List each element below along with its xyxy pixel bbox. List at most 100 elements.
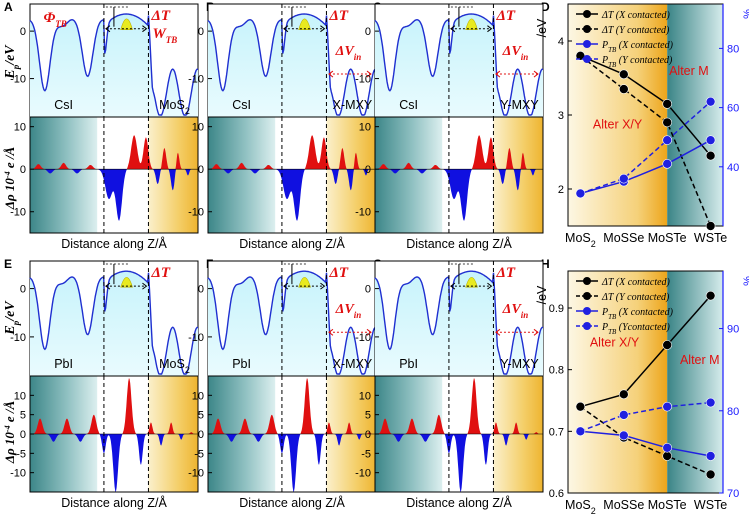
arrow-head	[533, 70, 539, 78]
series-line	[580, 101, 712, 195]
material-right-label: Y-MXY	[500, 357, 539, 371]
legend-marker	[583, 277, 591, 285]
w-tb-label: WTB	[152, 26, 177, 45]
ytick-label: 0	[365, 164, 371, 176]
charge-accumulation	[30, 135, 198, 170]
data-point	[575, 401, 586, 412]
data-point	[662, 442, 673, 453]
energy-profile-plot: 0 -10 CsI X-MXY ΔT ΔVin	[188, 3, 377, 118]
material-left-label: CsI	[399, 98, 418, 112]
ytick-label: -10	[10, 468, 26, 480]
alter-m-region	[667, 271, 723, 493]
arrow-head	[142, 282, 148, 290]
phi-sub: TB	[55, 19, 67, 29]
series-line	[580, 401, 711, 433]
material-right-label: X-MXY	[333, 357, 373, 371]
ytick-label: 0	[198, 26, 204, 38]
delta-v-label: ΔVin	[502, 302, 529, 320]
barrier-region	[120, 277, 133, 288]
ytick-label: 5	[20, 410, 26, 422]
legend-entry: PTB (X contacted)	[601, 307, 674, 321]
region-label-alter-xy: Alter X/Y	[590, 335, 640, 349]
charge-depletion	[375, 169, 543, 221]
ytick-label: -10	[188, 74, 204, 86]
category-label: WSTe	[694, 498, 727, 512]
legend-marker	[583, 307, 591, 315]
potential-area	[375, 14, 543, 117]
barrier-region	[465, 18, 478, 30]
ytick-label: 0	[20, 284, 26, 296]
arrow-head	[487, 282, 493, 290]
data-point	[662, 401, 673, 412]
arrow-head	[105, 282, 111, 290]
ytick-label: -10	[10, 74, 26, 86]
ytick-label: 10	[192, 390, 204, 402]
data-point	[618, 69, 629, 80]
xaxis-label: Distance along Z/Å	[61, 495, 167, 510]
charge-depletion	[30, 169, 198, 221]
panel-letter-a: A	[4, 0, 13, 14]
ytick-label: -5	[361, 448, 371, 460]
ylabel-left: /eV	[535, 18, 549, 37]
legend-text: (X contacted)	[613, 277, 670, 288]
ep-unit: /eV	[3, 300, 18, 322]
arrow-head	[366, 328, 372, 336]
data-point	[662, 117, 673, 128]
plot-frame	[374, 116, 544, 234]
series-line	[580, 55, 712, 157]
data-point	[618, 430, 629, 441]
category-name: MoS	[565, 231, 591, 245]
legend-marker	[583, 40, 591, 48]
category-name: MoSSe	[603, 498, 644, 512]
charge-difference-plot: 10 0 -10 Distance along Z/Å	[188, 116, 377, 251]
xaxis-label: Distance along Z/Å	[406, 495, 512, 510]
ytick-label: 0	[20, 429, 26, 441]
ep-sub: p	[11, 320, 21, 326]
ep-symbol: E	[3, 325, 18, 335]
legend-entry: PTB (Ycontacted)	[601, 322, 671, 336]
charge-depletion	[208, 169, 376, 221]
category-name: MoSSe	[603, 231, 644, 245]
data-point	[618, 84, 629, 94]
delta-t-label: ΔT	[328, 265, 348, 281]
data-point	[705, 150, 716, 161]
ytick-left-label: 0.8	[549, 365, 564, 377]
data-point	[618, 410, 629, 420]
ytick-label: -10	[188, 332, 204, 344]
alter-xy-region	[568, 271, 668, 493]
barrier-region	[120, 18, 133, 30]
material-right-sub: 2	[185, 365, 190, 375]
legend-symbol: ΔT	[601, 25, 615, 36]
legend-entry: ΔT (Y contacted)	[601, 25, 670, 36]
plot-frame	[29, 116, 199, 234]
material-right-label: X-MXY	[333, 98, 373, 112]
potential-area	[30, 271, 198, 376]
material-right-name: Y-MXY	[500, 98, 539, 112]
material-left-label: CsI	[232, 98, 251, 112]
legend-symbol: ΔT	[601, 277, 615, 288]
ytick-label: 0	[198, 284, 204, 296]
category-label: MoSTe	[648, 498, 687, 512]
category-sub: 2	[591, 506, 596, 516]
ep-unit: /eV	[3, 44, 18, 66]
delta-v-symbol: ΔV	[502, 302, 523, 317]
ytick-label: 5	[365, 410, 371, 422]
legend-marker	[583, 10, 591, 18]
charge-difference-plot: 10 5 0 -5 -10 Distance along Z/Å	[355, 375, 544, 510]
data-point	[575, 188, 586, 199]
ytick-right-label: 90	[727, 324, 739, 336]
category-label: MoSSe	[603, 231, 644, 245]
data-point	[662, 159, 673, 169]
category-label: MoS2	[565, 498, 596, 516]
drho-exp: -4	[3, 425, 12, 432]
ytick-right-label: 80	[727, 406, 739, 418]
delta-v-symbol: ΔV	[335, 44, 356, 59]
delta-v-sub: in	[521, 52, 529, 62]
ytick-label: -10	[10, 332, 26, 344]
ytick-label: 0	[365, 26, 371, 38]
ytick-label: 0	[198, 429, 204, 441]
legend-sub: TB	[608, 46, 617, 54]
substrate-region	[375, 117, 443, 233]
